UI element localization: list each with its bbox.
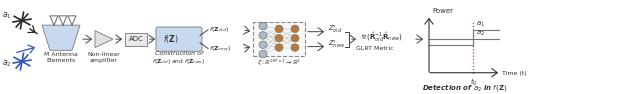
Text: M Antenna
Elements: M Antenna Elements: [44, 52, 78, 63]
Text: $a_1$: $a_1$: [2, 11, 12, 21]
Circle shape: [275, 25, 283, 33]
Text: $a_2$: $a_2$: [2, 58, 12, 69]
Text: $Z^{\prime}_{old}$: $Z^{\prime}_{old}$: [328, 24, 342, 36]
Text: $f(\mathbf{Z}_{old})$ and $f(\mathbf{Z}_{new})$: $f(\mathbf{Z}_{old})$ and $f(\mathbf{Z}_…: [152, 57, 205, 66]
Text: $\zeta: \mathbb{R}^{2M\times 1}\rightarrow \mathbb{R}^2$: $\zeta: \mathbb{R}^{2M\times 1}\rightarr…: [257, 58, 301, 68]
Text: Power: Power: [432, 8, 453, 14]
Polygon shape: [95, 31, 113, 48]
Circle shape: [275, 34, 283, 42]
Circle shape: [259, 22, 267, 30]
Text: Construction of: Construction of: [155, 51, 203, 56]
FancyBboxPatch shape: [156, 27, 202, 51]
Text: $f(\mathbf{Z})$: $f(\mathbf{Z})$: [163, 33, 179, 45]
Circle shape: [291, 44, 299, 51]
Text: Detection of $a_2$ in $f(\mathbf{Z})$: Detection of $a_2$ in $f(\mathbf{Z})$: [422, 82, 508, 93]
Text: $a_2$: $a_2$: [476, 29, 485, 38]
Text: ADC: ADC: [129, 36, 143, 42]
Circle shape: [291, 34, 299, 42]
Text: $t_0$: $t_0$: [470, 76, 478, 88]
Text: $Z^{\prime}_{new}$: $Z^{\prime}_{new}$: [328, 39, 345, 51]
Circle shape: [291, 25, 299, 33]
Text: $f(\mathbf{Z}_{new})$: $f(\mathbf{Z}_{new})$: [209, 44, 231, 53]
Text: Time (t): Time (t): [502, 71, 527, 76]
Circle shape: [259, 32, 267, 39]
Text: Non-linear
amplifier: Non-linear amplifier: [88, 52, 120, 63]
FancyBboxPatch shape: [125, 33, 147, 46]
Text: $\mathrm{tr}(\hat{\mathbf{R}}^{-1}_{old}\hat{\mathbf{R}}_{new})$: $\mathrm{tr}(\hat{\mathbf{R}}^{-1}_{old}…: [361, 31, 403, 44]
Circle shape: [275, 44, 283, 51]
Circle shape: [259, 50, 267, 58]
Text: $a_1$: $a_1$: [476, 20, 485, 29]
Text: $f(\mathbf{Z}_{old})$: $f(\mathbf{Z}_{old})$: [209, 25, 229, 34]
Text: GLRT Metric: GLRT Metric: [356, 46, 394, 51]
Polygon shape: [42, 25, 80, 50]
FancyBboxPatch shape: [253, 22, 305, 56]
Circle shape: [259, 41, 267, 49]
